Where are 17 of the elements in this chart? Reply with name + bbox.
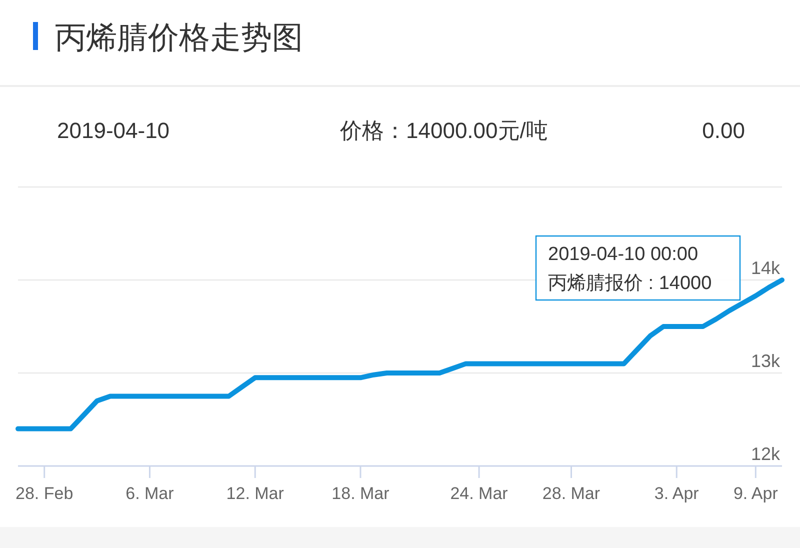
x-tick-label: 6. Mar: [126, 484, 174, 503]
x-tick-label: 9. Apr: [733, 484, 778, 503]
y-tick-label: 12k: [750, 444, 781, 464]
x-tick-label: 28. Feb: [16, 484, 74, 503]
text: 价格：14000.00元/吨: [339, 118, 548, 143]
y-tick-label: 13k: [750, 351, 781, 371]
x-tick-label: 18. Mar: [332, 484, 390, 503]
x-tick-label: 24. Mar: [450, 484, 508, 503]
x-tick-label: 3. Apr: [654, 484, 700, 503]
text: 2019-04-10: [57, 118, 170, 143]
text: 0.00: [702, 118, 745, 143]
x-tick-label: 28. Mar: [542, 484, 600, 503]
x-tick-label: 12. Mar: [226, 484, 284, 503]
annotation: 2019-04-10 00:00: [548, 244, 698, 265]
annotation: 丙烯腈报价 : 14000: [548, 273, 712, 294]
y-tick-label: 14k: [750, 258, 781, 278]
chart-title: 丙烯腈价格走势图: [55, 20, 303, 55]
